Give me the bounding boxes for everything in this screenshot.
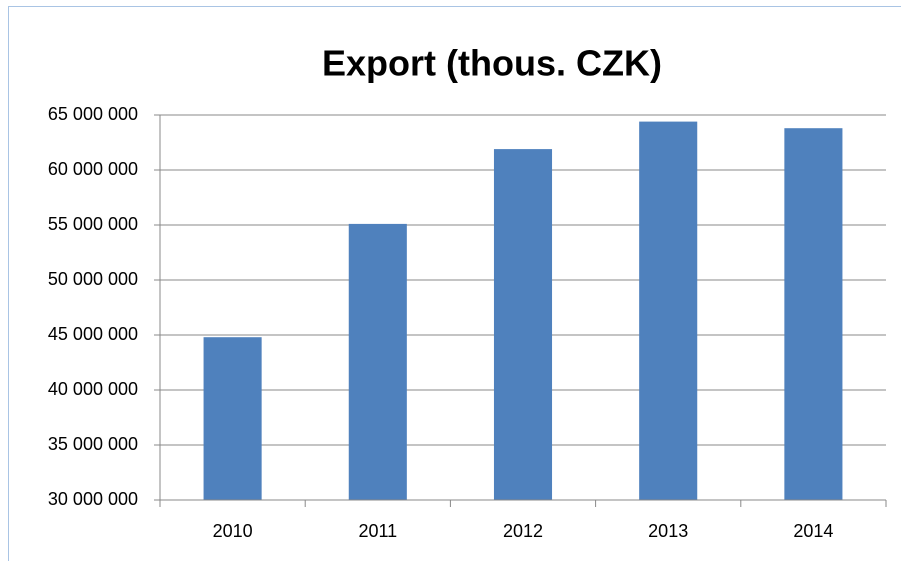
y-tick-label: 65 000 000 <box>48 104 138 124</box>
x-tick-label: 2012 <box>503 521 543 541</box>
chart-frame <box>8 6 901 561</box>
y-tick-label: 35 000 000 <box>48 434 138 454</box>
bar <box>493 149 553 500</box>
y-tick-label: 45 000 000 <box>48 324 138 344</box>
bar <box>639 121 698 500</box>
chart-title: Export (thous. CZK) <box>322 43 662 84</box>
x-tick-label: 2011 <box>358 521 397 541</box>
bar <box>348 223 407 500</box>
y-tick-label: 55 000 000 <box>48 214 138 234</box>
y-tick-label: 50 000 000 <box>48 269 138 289</box>
bar <box>203 337 262 500</box>
y-tick-label: 40 000 000 <box>48 379 138 399</box>
y-tick-label: 30 000 000 <box>48 489 138 509</box>
bar <box>784 128 843 500</box>
x-tick-label: 2014 <box>793 521 833 541</box>
y-tick-label: 60 000 000 <box>48 159 138 179</box>
x-tick-label: 2013 <box>648 521 688 541</box>
x-tick-label: 2010 <box>213 521 253 541</box>
